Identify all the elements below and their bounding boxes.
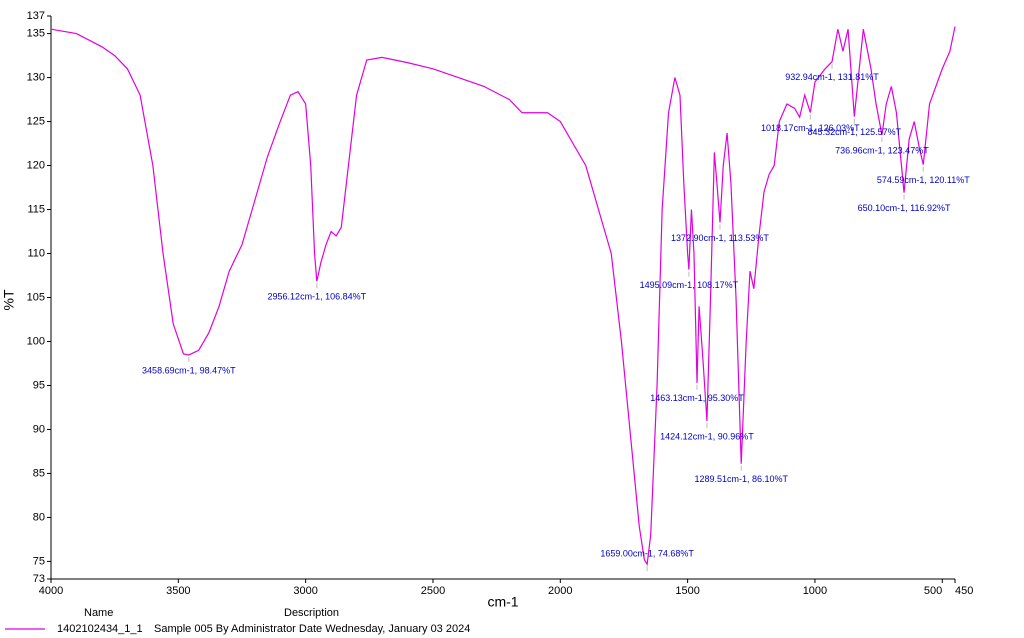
x-tick-label: 2000 — [548, 585, 572, 597]
peak-label: 932.94cm-1, 131.81%T — [785, 72, 879, 82]
y-tick-label: 115 — [27, 203, 45, 215]
legend-header: Name — [84, 607, 113, 619]
y-tick-label: 110 — [27, 247, 45, 259]
y-tick-label: 80 — [33, 511, 45, 523]
peak-label: 1424.12cm-1, 90.96%T — [660, 431, 754, 441]
y-tick-label: 130 — [27, 71, 45, 83]
x-tick-label: 4000 — [39, 585, 63, 597]
y-tick-label: 73 — [33, 573, 45, 585]
y-tick-label: 90 — [33, 423, 45, 435]
peak-label: 2956.12cm-1, 106.84%T — [268, 292, 367, 302]
peak-label: 1495.09cm-1, 108.17%T — [640, 280, 739, 290]
peak-label: 1018.17cm-1, 126.03%T — [761, 123, 860, 133]
x-tick-label: 1500 — [675, 585, 699, 597]
legend-header: Description — [284, 607, 339, 619]
y-tick-label: 120 — [27, 159, 45, 171]
y-tick-label: 137 — [27, 10, 45, 22]
legend-label: 1402102434_1_1 — [57, 623, 143, 635]
spectrum-line — [50, 26, 956, 566]
x-tick-label: 500 — [924, 585, 942, 597]
x-tick-label: 2500 — [421, 585, 445, 597]
y-tick-label: 105 — [27, 291, 45, 303]
peak-label: 1289.51cm-1, 86.10%T — [694, 474, 788, 484]
peak-label: 650.10cm-1, 116.92%T — [858, 203, 951, 213]
peak-label: 736.96cm-1, 123.47%T — [835, 145, 929, 155]
x-tick-label: 450 — [955, 585, 973, 597]
y-tick-label: 100 — [27, 335, 45, 347]
peak-label: 1659.00cm-1, 74.68%T — [600, 549, 694, 559]
x-tick-label: 1000 — [803, 585, 827, 597]
peak-label: 845.32cm-1, 125.57%T — [808, 127, 902, 137]
y-tick-label: 95 — [33, 379, 45, 391]
y-axis-label: %T — [1, 289, 17, 310]
peak-label: 3458.69cm-1, 98.47%T — [142, 365, 236, 375]
x-tick-label: 3000 — [293, 585, 317, 597]
legend-description: Sample 005 By Administrator Date Wednesd… — [154, 623, 470, 635]
x-axis-label: cm-1 — [487, 594, 518, 610]
peak-label: 1372.90cm-1, 113.53%T — [671, 233, 769, 243]
peak-label: 1463.13cm-1, 95.30%T — [650, 393, 744, 403]
peak-label: 574.59cm-1, 120.11%T — [877, 175, 970, 185]
y-tick-label: 125 — [27, 115, 45, 127]
y-tick-label: 85 — [33, 467, 45, 479]
y-tick-label: 135 — [27, 28, 45, 40]
y-tick-label: 75 — [33, 555, 45, 567]
x-tick-label: 3500 — [166, 585, 190, 597]
